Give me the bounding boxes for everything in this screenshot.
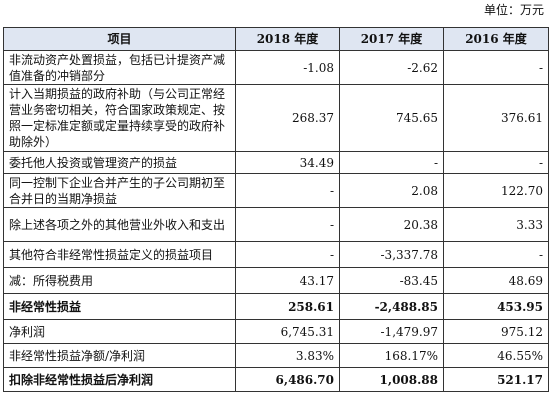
cell-2017: -2,488.85 [339, 293, 444, 320]
cell-2016: 3.33 [443, 207, 549, 242]
cell-2018: - [235, 241, 340, 268]
cell-2018: 258.61 [235, 293, 340, 320]
cell-2018: 43.17 [235, 267, 340, 294]
row-item: 同一控制下企业合并产生的子公司期初至合并日的当期净损益 [3, 173, 236, 208]
cell-2017: 745.65 [339, 84, 444, 152]
table-row: 同一控制下企业合并产生的子公司期初至合并日的当期净损益 - 2.08 122.7… [3, 173, 549, 208]
cell-2018: -1.08 [235, 50, 340, 85]
cell-2016: 975.12 [443, 319, 549, 344]
table-row: 除上述各项之外的其他营业外收入和支出 - 20.38 3.33 [3, 207, 549, 242]
header-2016: 2016 年度 [443, 27, 549, 51]
row-item: 非经常性损益 [3, 293, 236, 320]
table-row: 委托他人投资或管理资产的损益 34.49 - - [3, 151, 549, 174]
cell-2018: 6,745.31 [235, 319, 340, 344]
cell-2018: 6,486.70 [235, 367, 340, 392]
table-row: 计入当期损益的政府补助（与公司正常经营业务密切相关，符合国家政策规定、按照一定标… [3, 84, 549, 152]
cell-2018: - [235, 207, 340, 242]
cell-2017: 20.38 [339, 207, 444, 242]
table-row: 非经常性损益净额/净利润 3.83% 168.17% 46.55% [3, 343, 549, 368]
cell-2017: 168.17% [339, 343, 444, 368]
cell-2016: - [443, 241, 549, 268]
cell-2017: 2.08 [339, 173, 444, 208]
cell-2018: 34.49 [235, 151, 340, 174]
cell-2016: 521.17 [443, 367, 549, 392]
cell-2016: - [443, 151, 549, 174]
table-row: 非经常性损益 258.61 -2,488.85 453.95 [3, 293, 549, 320]
header-2018: 2018 年度 [235, 27, 340, 51]
cell-2017: - [339, 151, 444, 174]
cell-2016: 122.70 [443, 173, 549, 208]
row-item: 委托他人投资或管理资产的损益 [3, 151, 236, 174]
cell-2018: 3.83% [235, 343, 340, 368]
financial-table: 项目 2018 年度 2017 年度 2016 年度 非流动资产处置损益，包括已… [3, 27, 549, 392]
cell-2018: - [235, 173, 340, 208]
table-header-row: 项目 2018 年度 2017 年度 2016 年度 [3, 27, 549, 51]
row-item: 其他符合非经常性损益定义的损益项目 [3, 241, 236, 268]
row-item: 净利润 [3, 319, 236, 344]
cell-2016: 376.61 [443, 84, 549, 152]
cell-2017: -83.45 [339, 267, 444, 294]
cell-2016: - [443, 50, 549, 85]
table-row: 净利润 6,745.31 -1,479.97 975.12 [3, 319, 549, 344]
row-item: 非经常性损益净额/净利润 [3, 343, 236, 368]
cell-2017: -1,479.97 [339, 319, 444, 344]
row-item: 除上述各项之外的其他营业外收入和支出 [3, 207, 236, 242]
row-item: 减：所得税费用 [3, 267, 236, 294]
table-row: 其他符合非经常性损益定义的损益项目 - -3,337.78 - [3, 241, 549, 268]
cell-2016: 48.69 [443, 267, 549, 294]
cell-2017: -3,337.78 [339, 241, 444, 268]
table-row: 减：所得税费用 43.17 -83.45 48.69 [3, 267, 549, 294]
cell-2018: 268.37 [235, 84, 340, 152]
unit-label: 单位：万元 [483, 3, 544, 17]
cell-2017: 1,008.88 [339, 367, 444, 392]
table-row: 扣除非经常性损益后净利润 6,486.70 1,008.88 521.17 [3, 367, 549, 392]
cell-2016: 453.95 [443, 293, 549, 320]
row-item: 扣除非经常性损益后净利润 [3, 367, 236, 392]
header-item: 项目 [3, 27, 236, 51]
row-item: 非流动资产处置损益，包括已计提资产减值准备的冲销部分 [3, 50, 236, 85]
cell-2017: -2.62 [339, 50, 444, 85]
row-item: 计入当期损益的政府补助（与公司正常经营业务密切相关，符合国家政策规定、按照一定标… [3, 84, 236, 152]
table-row: 非流动资产处置损益，包括已计提资产减值准备的冲销部分 -1.08 -2.62 - [3, 50, 549, 85]
cell-2016: 46.55% [443, 343, 549, 368]
header-2017: 2017 年度 [339, 27, 444, 51]
